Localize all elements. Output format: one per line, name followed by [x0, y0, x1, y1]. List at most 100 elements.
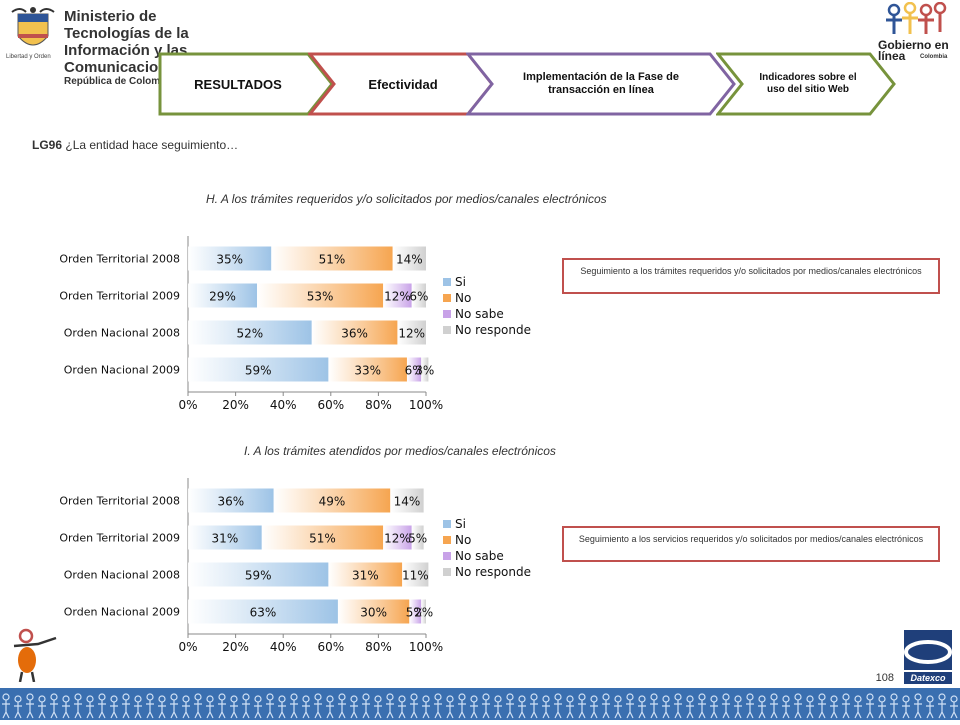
category-label: Orden Nacional 2008 — [64, 569, 180, 582]
footer-people-pattern — [0, 688, 960, 720]
data-label: 30% — [360, 606, 387, 620]
bar-segment — [390, 488, 424, 513]
bar-segment — [397, 320, 426, 345]
bar-segment — [311, 320, 398, 345]
bar-segment — [409, 599, 422, 624]
bar-segment — [421, 599, 426, 624]
step-label: Efectividad — [368, 76, 438, 92]
x-tick-label: 0% — [178, 640, 197, 652]
ministry-line-1: Ministerio de Tecnologías de la — [64, 8, 189, 42]
ministry-line-2: Información y las Comunicaciones — [64, 42, 188, 76]
chart-title-i: I. A los trámites atendidos por medios/c… — [244, 444, 556, 458]
x-tick-label: 60% — [317, 398, 344, 410]
x-tick-label: 80% — [365, 398, 392, 410]
data-label: 33% — [354, 364, 381, 378]
legend-swatch — [443, 520, 451, 528]
data-label: 36% — [218, 495, 245, 509]
legend-entry: Si — [455, 517, 466, 531]
data-label: 6% — [409, 290, 428, 304]
bar-segment — [383, 525, 412, 550]
gel-country: Colombia — [920, 54, 948, 60]
bar-segment — [337, 599, 410, 624]
gel-title: Gobierno en línea — [878, 38, 949, 63]
legend-swatch — [443, 536, 451, 544]
x-tick-label: 20% — [222, 640, 249, 652]
bar-segment — [188, 357, 329, 382]
step-label: RESULTADOS — [194, 76, 282, 92]
bar-segment — [261, 525, 384, 550]
page-number: 108 — [875, 672, 894, 684]
category-label: Orden Nacional 2009 — [64, 364, 180, 377]
bar-segment — [328, 562, 403, 587]
legend-entry: No sabe — [455, 307, 504, 321]
question-code: LG96 — [32, 138, 63, 152]
data-label: 5% — [408, 532, 427, 546]
bar-segment — [406, 357, 422, 382]
data-label: 12% — [398, 327, 425, 341]
x-tick-label: 80% — [365, 640, 392, 652]
process-step-implementacion: Implementación de la Fase de transacción… — [466, 52, 736, 116]
legend-swatch — [443, 552, 451, 560]
bar-segment — [188, 599, 338, 624]
coat-of-arms-icon — [11, 7, 55, 46]
datexco-logo: Datexco — [900, 628, 956, 684]
legend-swatch — [443, 278, 451, 286]
data-label: 53% — [307, 290, 334, 304]
x-tick-label: 40% — [270, 398, 297, 410]
legend-entry: No — [455, 533, 471, 547]
datexco-label: Datexco — [904, 672, 952, 684]
data-label: 59% — [245, 569, 272, 583]
data-label: 11% — [402, 569, 429, 583]
process-step-resultados: RESULTADOS — [158, 52, 334, 116]
bar-segment — [271, 246, 393, 271]
ministry-name: Ministerio de Tecnologías de la Informac… — [64, 8, 244, 88]
x-tick-label: 0% — [178, 398, 197, 410]
data-label: 59% — [245, 364, 272, 378]
legend-entry: No — [455, 291, 471, 305]
step-label: Implementación de la Fase de transacción… — [523, 71, 679, 96]
bar-segment — [257, 283, 384, 308]
bar-segment — [328, 357, 407, 382]
bar-segment — [411, 525, 424, 550]
legend-entry: No responde — [455, 565, 531, 579]
chart-title-h: H. A los trámites requeridos y/o solicit… — [206, 192, 607, 206]
x-tick-label: 60% — [317, 640, 344, 652]
legend-entry: Si — [455, 275, 466, 289]
bar-segment — [188, 562, 329, 587]
people-figures-icon — [886, 2, 947, 34]
legend-entry: No sabe — [455, 549, 504, 563]
bar-segment — [188, 525, 262, 550]
ministry-subtitle: República de Colombia — [64, 76, 175, 87]
data-label: 51% — [319, 253, 346, 267]
legend-swatch — [443, 294, 451, 302]
data-label: 63% — [250, 606, 277, 620]
step-label: Indicadores sobre el uso del sitio Web — [759, 72, 857, 95]
bar-segment — [188, 283, 258, 308]
data-label: 2% — [414, 606, 433, 620]
bar-segment — [188, 320, 312, 345]
category-label: Orden Territorial 2009 — [59, 532, 180, 545]
legend-swatch — [443, 310, 451, 318]
bar-segment — [392, 246, 426, 271]
motto: Libertad y Orden — [6, 54, 51, 60]
data-label: 14% — [394, 495, 421, 509]
note-box-servicios: Seguimiento a los servicios requeridos y… — [562, 526, 940, 562]
x-tick-label: 100% — [409, 398, 443, 410]
data-label: 52% — [237, 327, 264, 341]
x-tick-label: 40% — [270, 640, 297, 652]
person-figure-icon — [13, 628, 57, 682]
category-label: Orden Territorial 2009 — [59, 290, 180, 303]
data-label: 31% — [212, 532, 239, 546]
stacked-bar-chart-h: 0% 20% 40% 60% 80% 100% Orden Territorial 2008… — [59, 236, 531, 410]
gobierno-en-linea-logo: Gobierno en línea Colombia — [872, 2, 956, 64]
data-label: 31% — [352, 569, 379, 583]
data-label: 29% — [209, 290, 236, 304]
data-label: 36% — [341, 327, 368, 341]
data-label: 6% — [405, 364, 424, 378]
legend-entry: No responde — [455, 323, 531, 337]
legend-swatch — [443, 326, 451, 334]
process-step-indicadores: Indicadores sobre el uso del sitio Web — [716, 52, 896, 116]
x-tick-label: 20% — [222, 398, 249, 410]
ministry-logo: Ministerio de Tecnologías de la Informac… — [4, 4, 244, 87]
category-label: Orden Nacional 2008 — [64, 327, 180, 340]
